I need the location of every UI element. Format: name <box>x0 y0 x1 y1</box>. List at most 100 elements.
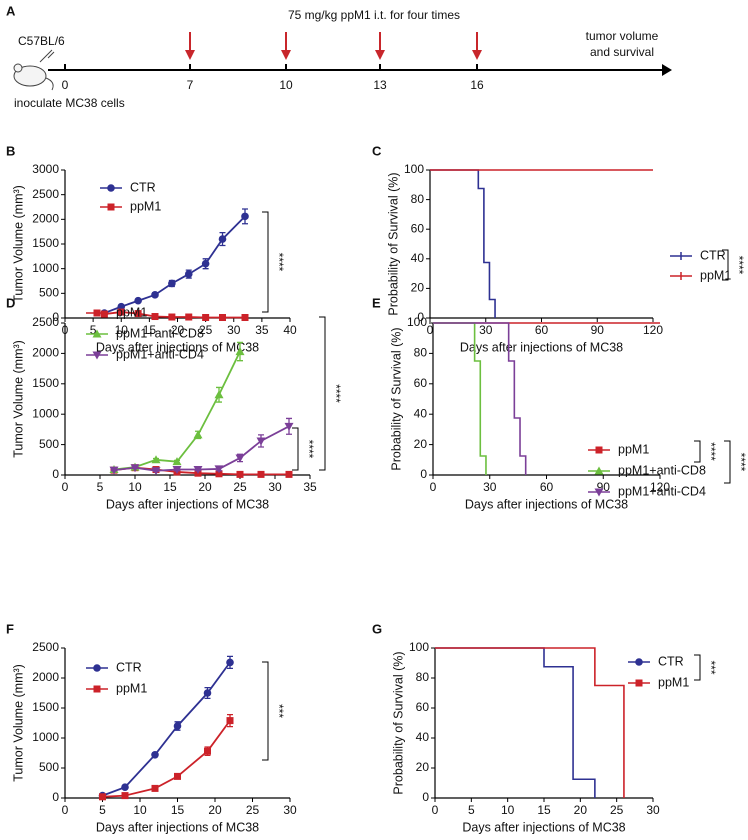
survival-curve <box>430 169 496 318</box>
legend-marker <box>93 309 101 317</box>
x-tick-label: 15 <box>163 480 177 494</box>
y-axis-title: Tumor Volume (mm³) <box>11 185 25 303</box>
legend-marker <box>93 685 101 693</box>
marker <box>151 467 161 476</box>
marker <box>214 465 224 474</box>
marker <box>215 470 223 478</box>
dose-arrowhead <box>472 50 482 60</box>
survival-curve <box>433 322 527 475</box>
y-tick-label: 0 <box>52 467 59 481</box>
chart-panel: G 0 5 10 15 20 25 30 0 20 40 60 80 100 Days after inje… <box>372 621 718 834</box>
y-tick-label: 0 <box>52 790 59 804</box>
legend-label: ppM1 <box>116 305 147 319</box>
panel-a: A 75 mg/kg ppM1 i.t. for four times C57B… <box>6 3 672 110</box>
y-tick-label: 20 <box>414 437 428 451</box>
y-tick-label: 1500 <box>32 376 59 390</box>
marker <box>204 747 211 755</box>
x-tick-label: 20 <box>198 480 212 494</box>
x-tick-label: 5 <box>99 803 106 817</box>
y-tick-label: 40 <box>416 730 430 744</box>
significance-label: **** <box>734 453 748 472</box>
x-tick-label: 30 <box>283 803 297 817</box>
marker <box>134 310 142 318</box>
x-tick-label: 30 <box>479 323 493 337</box>
legend-marker <box>635 679 643 687</box>
y-tick-label: 80 <box>416 670 430 684</box>
x-axis-title: Days after injections of MC38 <box>460 340 623 354</box>
series-line <box>113 425 290 472</box>
y-tick-label: 1500 <box>32 700 59 714</box>
y-tick-label: 100 <box>409 640 429 654</box>
x-tick-label: 30 <box>483 480 497 494</box>
marker <box>173 722 182 730</box>
y-tick-label: 0 <box>417 310 424 324</box>
y-axis-title: Probability of Survival (%) <box>386 172 400 315</box>
x-tick-label: 20 <box>574 803 588 817</box>
legend-marker <box>594 466 604 475</box>
marker <box>201 259 210 268</box>
y-tick-label: 40 <box>411 251 425 265</box>
end-label: and survival <box>590 45 654 59</box>
significance-label: *** <box>704 660 718 674</box>
legend-label: ppM1 <box>130 199 161 213</box>
x-tick-label: 20 <box>171 323 185 337</box>
legend-label: ppM1+anti-CD8 <box>116 326 204 340</box>
x-tick-label: 30 <box>268 480 282 494</box>
series-line <box>102 661 231 797</box>
y-tick-label: 20 <box>411 281 425 295</box>
x-tick-label: 15 <box>143 323 157 337</box>
timeline-tick-label: 16 <box>470 78 484 92</box>
y-tick-label: 1000 <box>32 406 59 420</box>
marker <box>226 658 234 667</box>
marker <box>193 430 203 439</box>
marker <box>168 313 176 321</box>
timeline-arrowhead <box>662 64 672 76</box>
x-tick-label: 0 <box>427 323 434 337</box>
legend-marker <box>594 488 604 497</box>
y-tick-label: 1000 <box>32 261 59 275</box>
timeline-title: 75 mg/kg ppM1 i.t. for four times <box>288 8 460 22</box>
marker <box>226 717 234 725</box>
dose-arrowhead <box>375 50 385 60</box>
marker <box>130 464 140 473</box>
event-label: inoculate MC38 cells <box>14 96 125 110</box>
legend-label: ppM1+anti-CD8 <box>618 463 706 477</box>
marker <box>214 390 224 399</box>
marker <box>284 422 294 431</box>
y-tick-label: 3000 <box>32 162 59 176</box>
marker <box>172 457 182 466</box>
y-tick-label: 1000 <box>32 730 59 744</box>
y-tick-label: 2500 <box>32 315 59 329</box>
significance-label: **** <box>732 256 746 275</box>
x-tick-label: 10 <box>115 323 129 337</box>
x-tick-label: 25 <box>610 803 624 817</box>
marker <box>257 470 265 478</box>
significance-bracket <box>694 440 701 463</box>
x-axis-title: Days after injections of MC38 <box>462 820 625 834</box>
y-tick-label: 100 <box>404 162 424 176</box>
x-tick-label: 0 <box>62 480 69 494</box>
y-tick-label: 80 <box>411 192 425 206</box>
x-axis-title: Days after injections of MC38 <box>96 340 259 354</box>
series-line <box>113 351 241 471</box>
panel-letter: G <box>372 621 382 636</box>
marker <box>218 235 227 243</box>
x-tick-label: 120 <box>643 323 663 337</box>
panel-letter: D <box>6 295 15 310</box>
x-tick-label: 30 <box>227 323 241 337</box>
panel-letter: A <box>6 3 16 18</box>
x-tick-label: 0 <box>430 480 437 494</box>
x-tick-label: 10 <box>133 803 147 817</box>
marker <box>203 689 212 697</box>
marker <box>235 347 245 356</box>
x-tick-label: 30 <box>646 803 660 817</box>
x-tick-label: 40 <box>283 323 297 337</box>
y-tick-label: 2500 <box>32 640 59 654</box>
significance-bracket <box>262 661 269 761</box>
x-tick-label: 25 <box>246 803 260 817</box>
y-tick-label: 20 <box>416 760 430 774</box>
y-axis-title: Tumor Volume (mm³) <box>11 340 25 458</box>
significance-label: **** <box>329 384 343 403</box>
marker <box>185 313 193 321</box>
